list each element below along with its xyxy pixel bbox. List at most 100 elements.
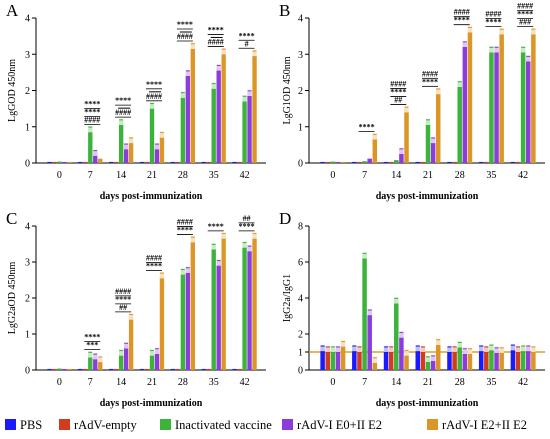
- bar: [175, 368, 181, 370]
- legend-label: PBS: [20, 418, 42, 432]
- significance-label: ####: [177, 217, 193, 226]
- bar: [435, 344, 441, 370]
- error-bar: [420, 345, 426, 352]
- x-tick-label: 42: [518, 170, 528, 181]
- significance-label: ##: [394, 95, 402, 104]
- bar: [144, 161, 150, 163]
- bar: [520, 351, 526, 370]
- bar: [462, 353, 468, 370]
- significance-label: ####: [517, 2, 533, 11]
- error-bar: [190, 42, 195, 49]
- bar: [520, 52, 526, 163]
- error-bar: [221, 232, 226, 239]
- bar: [404, 355, 409, 370]
- error-bar: [399, 147, 404, 154]
- bar: [526, 61, 531, 163]
- error-bar: [383, 345, 389, 352]
- y-tick-label: 0: [25, 366, 30, 377]
- bar: [47, 368, 52, 370]
- error-bar: [457, 80, 462, 87]
- bar: [149, 108, 155, 163]
- bar: [352, 161, 357, 163]
- bar: [118, 124, 124, 163]
- error-bar: [415, 345, 421, 352]
- x-tick-label: 35: [209, 377, 219, 388]
- bar: [109, 161, 114, 163]
- bar: [154, 149, 160, 163]
- error-bar: [494, 46, 499, 53]
- y-tick-label: 1: [25, 330, 30, 341]
- bar: [415, 351, 421, 370]
- bar: [62, 161, 67, 163]
- bar: [144, 368, 150, 370]
- error-bar: [330, 345, 336, 352]
- error-bar: [494, 346, 499, 353]
- error-bar: [211, 82, 216, 89]
- error-bar: [462, 40, 468, 47]
- bar: [531, 352, 536, 370]
- significance-label: ****: [177, 225, 193, 234]
- bar: [462, 47, 468, 163]
- bar: [175, 161, 181, 163]
- error-bar: [531, 345, 536, 352]
- y-axis-label: LgG1OD 450nm: [282, 56, 293, 124]
- error-bar: [526, 345, 531, 352]
- y-tick-label: 6: [298, 258, 303, 269]
- bar: [206, 368, 211, 370]
- error-bar: [425, 118, 431, 125]
- error-bar: [531, 28, 536, 35]
- error-bar: [93, 149, 98, 156]
- y-tick-label: 3: [298, 50, 303, 61]
- error-bar: [435, 338, 441, 345]
- error-bar: [180, 268, 186, 275]
- y-tick-label: 1: [298, 122, 303, 133]
- error-bar: [352, 345, 357, 352]
- error-bar: [489, 344, 494, 351]
- error-bar: [362, 252, 367, 259]
- bar: [330, 352, 336, 370]
- significance-label: ****: [359, 123, 375, 132]
- bar: [118, 355, 124, 370]
- bar: [325, 352, 330, 370]
- error-bar: [372, 356, 378, 363]
- error-bar: [404, 349, 409, 356]
- bar: [185, 76, 191, 163]
- bar: [467, 32, 473, 163]
- x-tick-label: 28: [178, 377, 188, 388]
- bar: [425, 124, 431, 163]
- legend-svg: PBS rAdV-empty Inactivated vaccine rAdV-I E…: [5, 418, 527, 432]
- bar: [57, 368, 62, 370]
- significance-label: ####: [84, 115, 100, 124]
- error-bar: [435, 88, 441, 95]
- y-tick-label: 2: [25, 86, 30, 97]
- significance-label: ****: [517, 10, 533, 19]
- bar: [128, 143, 134, 163]
- error-bar: [252, 49, 257, 57]
- y-tick-label: 1: [25, 122, 30, 133]
- bar: [180, 274, 186, 370]
- legend-item: rAdV-I E0+II E2: [282, 418, 382, 432]
- x-tick-label: 7: [88, 170, 93, 181]
- error-bar: [123, 143, 129, 150]
- bar: [159, 137, 165, 163]
- bar: [340, 161, 346, 163]
- bar: [457, 347, 462, 370]
- bar: [93, 359, 98, 370]
- bar: [526, 351, 531, 370]
- bar: [247, 95, 252, 163]
- x-tick-label: 28: [455, 170, 465, 181]
- x-tick-label: 21: [423, 170, 433, 181]
- bar: [325, 161, 330, 163]
- bar: [499, 352, 504, 370]
- x-tick-label: 35: [486, 170, 496, 181]
- bar: [252, 238, 257, 370]
- error-bar: [180, 91, 186, 98]
- bar: [232, 161, 237, 163]
- bar: [362, 258, 367, 370]
- x-tick-label: 42: [240, 377, 250, 388]
- panel-c: C 0 1 2 3 4 LgG2aOD 450nm days post-immunizatio…: [6, 209, 266, 409]
- legend-swatch: [282, 419, 293, 430]
- error-bar: [430, 354, 436, 361]
- y-tick-label: 0: [25, 159, 30, 170]
- bar: [159, 278, 165, 370]
